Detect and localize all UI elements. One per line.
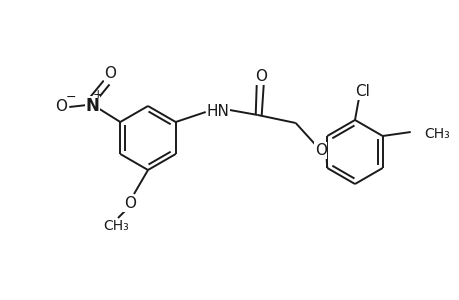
Text: Cl: Cl bbox=[355, 84, 369, 99]
Text: −: − bbox=[66, 91, 76, 103]
Text: O: O bbox=[55, 99, 67, 114]
Text: CH₃: CH₃ bbox=[424, 127, 449, 140]
Text: CH₃: CH₃ bbox=[103, 218, 129, 233]
Text: O: O bbox=[104, 66, 116, 81]
Text: O: O bbox=[314, 143, 326, 158]
Text: O: O bbox=[124, 196, 136, 211]
Text: N: N bbox=[85, 97, 99, 115]
Text: +: + bbox=[93, 88, 103, 100]
Text: HN: HN bbox=[206, 104, 229, 119]
Text: O: O bbox=[254, 69, 266, 84]
